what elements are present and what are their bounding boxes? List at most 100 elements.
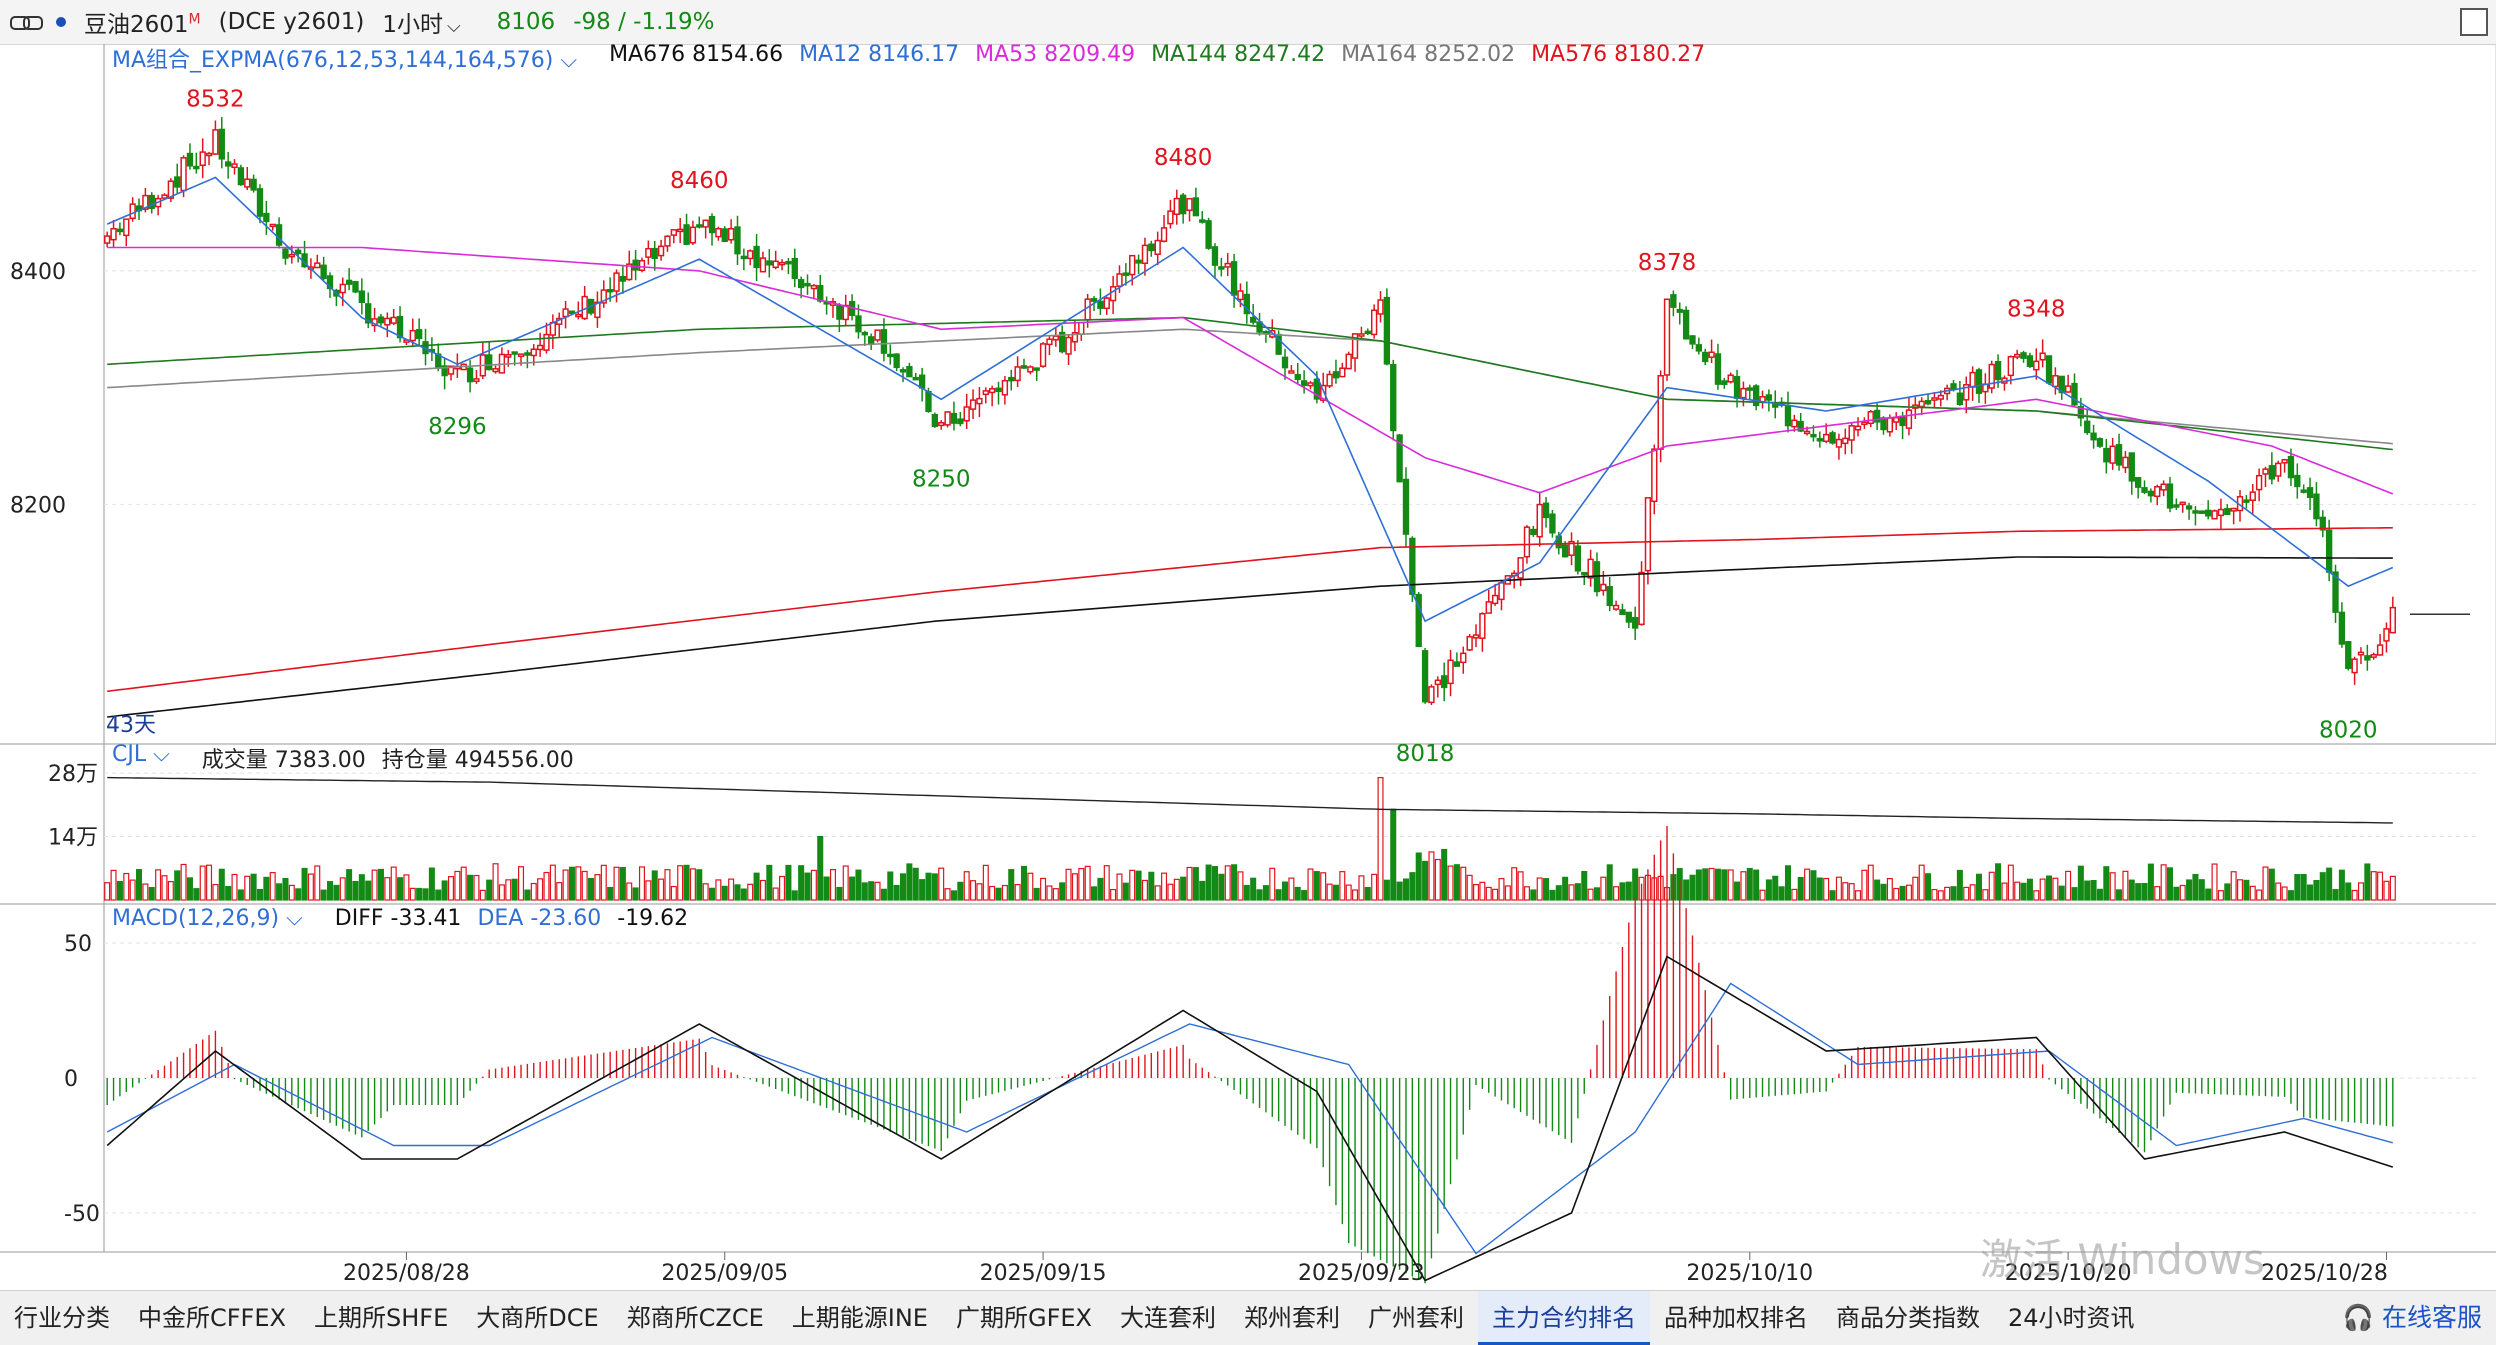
volume-bar (976, 883, 983, 901)
macd-indicator-selector[interactable]: MACD(12,26,9) ⌵ (112, 906, 303, 931)
candle-body (1059, 331, 1066, 353)
bottom-tab-10[interactable]: 主力合约排名 (1477, 1291, 1650, 1345)
volume-bar (1001, 884, 1008, 901)
volume-bar (766, 864, 773, 901)
ma-indicator-selector[interactable]: MA组合_EXPMA(676,12,53,144,164,576) ⌵ (112, 48, 578, 73)
candle-body (1765, 394, 1773, 401)
bottom-tab-0[interactable]: 行业分类 (14, 1304, 110, 1332)
volume-bar (1364, 886, 1371, 901)
volume-bar (276, 883, 283, 901)
candle-body (759, 257, 767, 273)
volume-bar (2307, 884, 2314, 901)
link-icon[interactable] (10, 14, 43, 30)
volume-bar (2135, 883, 2142, 901)
volume-bar (307, 873, 314, 901)
ma-legend: MA组合_EXPMA(676,12,53,144,164,576) ⌵ MA67… (112, 42, 1737, 74)
candle-body (1625, 611, 1632, 623)
volume-bar (1192, 867, 1199, 901)
candle-body (2128, 452, 2135, 482)
online-service-button[interactable]: 🎧 在线客服 (2342, 1303, 2482, 1332)
candle-body (677, 228, 684, 233)
bottom-tab-2[interactable]: 上期所SHFE (313, 1304, 449, 1332)
volume-bar (492, 863, 499, 901)
price-annotation-6: 8378 (1638, 250, 1697, 276)
chevron-down-icon: ⌵ (153, 742, 170, 767)
candle-body (1893, 416, 1900, 423)
candle-body (1230, 261, 1238, 296)
volume-bar (1071, 873, 1078, 901)
volume-bar (346, 869, 353, 901)
volume-bar (1211, 866, 1219, 901)
volume-bar (626, 882, 633, 901)
bottom-tab-4[interactable]: 郑商所CZCE (626, 1304, 764, 1332)
volume-bar (180, 863, 187, 901)
chart-canvas[interactable]: 8400 8200 28万 14万 50 0 -50 8532 8296 8460 8250 8480… (0, 44, 2496, 1290)
candle-body (1390, 364, 1397, 432)
volume-bar (2109, 872, 2116, 901)
candle-body (256, 188, 264, 217)
bottom-tab-6[interactable]: 广期所GFEX (955, 1304, 1092, 1332)
volume-bar (957, 881, 964, 901)
volume-bar (1472, 883, 1480, 901)
bottom-tab-13[interactable]: 24小时资讯 (2007, 1304, 2135, 1332)
volume-bar (250, 873, 257, 901)
ma-value-5: MA576 8180.27 (1531, 42, 1706, 67)
volume-bar (1332, 884, 1339, 901)
volume-bar (562, 869, 569, 901)
macd-value-2: -19.62 (617, 906, 689, 931)
symbol-name[interactable]: 豆油2601M (84, 11, 201, 38)
volume-bar (1288, 877, 1295, 901)
bottom-tab-9[interactable]: 广州套利 (1367, 1304, 1464, 1332)
date-label-4: 2025/10/10 (1686, 1261, 1813, 1286)
volume-bar (1791, 888, 1798, 901)
candle-body (727, 227, 735, 241)
period-selector[interactable]: 1小时 ⌵ (382, 12, 461, 38)
candle-body (702, 219, 709, 228)
candle-body (536, 344, 544, 351)
volume-indicator-selector[interactable]: CJL ⌵ (112, 742, 170, 767)
volume-bar (422, 888, 429, 901)
candle-body (868, 336, 875, 344)
volume-bar (1485, 886, 1492, 901)
bottom-tab-12[interactable]: 商品分类指数 (1835, 1304, 1980, 1332)
volume-bar (849, 876, 856, 901)
bottom-tab-5[interactable]: 上期能源INE (791, 1304, 928, 1332)
candle-body (1116, 273, 1123, 287)
volume-bar (861, 882, 868, 901)
volume-bar (1294, 886, 1301, 901)
maximize-icon[interactable] (2460, 8, 2488, 36)
candle-body (1339, 367, 1346, 378)
volume-bar (218, 868, 225, 901)
candle-body (1612, 604, 1620, 610)
volume-bar (677, 865, 684, 901)
candle-body (180, 157, 187, 192)
candle-body (1320, 384, 1327, 401)
candle-body (1606, 586, 1613, 607)
volume-bar (314, 865, 321, 901)
candle-body (1854, 425, 1862, 431)
volume-bar (384, 877, 391, 901)
volume-bar (938, 867, 945, 901)
bottom-tab-3[interactable]: 大商所DCE (476, 1304, 599, 1332)
candle-body (1848, 425, 1855, 441)
volume-bar (288, 884, 295, 901)
candle-body (1300, 380, 1308, 386)
candle-body (1581, 571, 1588, 576)
bottom-tab-8[interactable]: 郑州套利 (1243, 1304, 1340, 1332)
candle-body (396, 315, 404, 339)
macd-diff-line (106, 955, 2394, 1282)
bottom-tab-1[interactable]: 中金所CFFEX (138, 1304, 286, 1332)
candle-body (1135, 259, 1142, 264)
volume-bar (2294, 874, 2301, 901)
candle-body (1651, 448, 1658, 503)
bottom-tab-11[interactable]: 品种加权排名 (1663, 1304, 1808, 1332)
candle-body (269, 223, 276, 228)
bottom-tab-7[interactable]: 大连套利 (1119, 1304, 1216, 1332)
ma-value-2: MA53 8209.49 (975, 42, 1136, 67)
candle-body (1950, 383, 1957, 391)
candle-body (568, 310, 576, 314)
candle-body (250, 178, 257, 191)
volume-bar (428, 867, 435, 901)
candle-body (772, 260, 779, 269)
candle-body (1402, 478, 1410, 535)
